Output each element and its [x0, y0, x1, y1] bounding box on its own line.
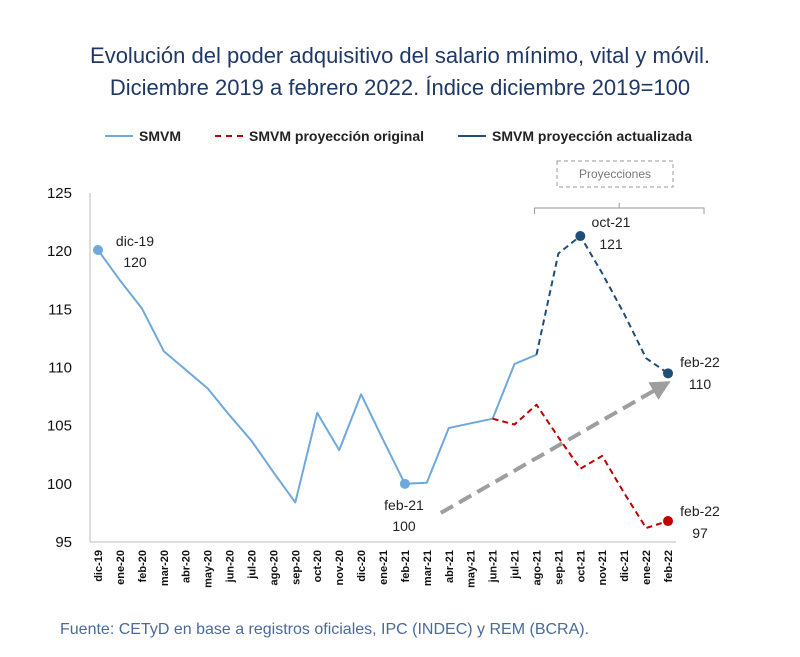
y-tick-label: 125	[47, 185, 72, 202]
point-dic-19	[93, 245, 103, 256]
data-label-value: 120	[123, 254, 147, 270]
point-feb-21	[399, 478, 410, 489]
x-tick-label: ago-20	[268, 550, 280, 585]
x-tick-label: may-21	[466, 550, 478, 588]
x-tick-label: dic-20	[356, 550, 368, 582]
legend-swatch-updated	[458, 135, 487, 137]
x-tick-label: nov-20	[334, 550, 346, 585]
y-tick-label: 120	[47, 243, 72, 260]
x-tick-label: abr-20	[181, 550, 193, 583]
chart-title: Evolución del poder adquisitivo del sala…	[90, 43, 710, 68]
x-tick-label: feb-22	[663, 550, 675, 582]
data-label-value: 100	[392, 518, 416, 534]
legend-item-updated: SMVM proyección actualizada	[458, 128, 692, 144]
data-label-value: 97	[692, 525, 708, 541]
x-tick-label: jul-21	[510, 550, 522, 580]
data-label-date: feb-22	[680, 354, 720, 370]
x-tick-label: dic-21	[619, 550, 631, 582]
x-tick-label: mar-21	[422, 550, 434, 586]
x-tick-label: mar-20	[159, 550, 171, 586]
x-tick-label: oct-20	[312, 550, 324, 582]
legend-swatch-smvm	[105, 135, 133, 137]
x-tick-label: sep-20	[290, 550, 302, 585]
x-tick-label: ago-21	[531, 550, 543, 585]
point-oct-21	[575, 231, 586, 242]
data-label-value: 121	[599, 236, 623, 252]
data-label-date: dic-19	[116, 233, 154, 249]
projection-box-label: Proyecciones	[579, 167, 651, 181]
data-label-date: feb-21	[384, 497, 424, 513]
x-tick-label: feb-20	[137, 550, 149, 582]
legend-item-smvm: SMVM	[105, 128, 181, 144]
data-label-date: feb-22	[680, 503, 720, 519]
trend-arrow	[439, 381, 671, 515]
x-tick-label: dic-19	[93, 550, 105, 582]
series-smvm-line	[97, 249, 537, 504]
legend-label-smvm: SMVM	[139, 128, 181, 144]
data-label-value: 110	[689, 376, 712, 392]
series-original-line	[492, 403, 669, 529]
point-feb-22-updated	[663, 368, 673, 379]
x-tick-label: may-20	[203, 550, 215, 588]
x-tick-label: oct-21	[575, 550, 587, 582]
series-updated-line	[535, 235, 669, 375]
y-tick-label: 115	[48, 301, 72, 318]
data-label-date: oct-21	[592, 214, 631, 230]
x-tick-label: jun-21	[488, 550, 500, 583]
x-tick-label: jun-20	[225, 550, 237, 583]
x-tick-label: abr-21	[444, 550, 456, 583]
y-tick-label: 105	[47, 418, 72, 435]
x-tick-label: sep-21	[553, 550, 565, 585]
y-tick-label: 95	[55, 534, 72, 551]
x-tick-label: ene-21	[378, 550, 390, 585]
y-tick-label: 100	[47, 476, 72, 493]
projection-box	[556, 160, 674, 188]
legend-item-original: SMVM proyección original	[215, 128, 424, 144]
legend-label-updated: SMVM proyección actualizada	[492, 128, 692, 144]
x-tick-label: ene-22	[641, 550, 653, 585]
y-tick-label: 110	[48, 360, 72, 377]
x-tick-label: ene-20	[115, 550, 127, 585]
x-tick-label: jul-20	[246, 550, 258, 580]
x-tick-label: nov-21	[597, 550, 609, 585]
source-note: Fuente: CETyD en base a registros oficia…	[60, 621, 590, 638]
x-tick-label: feb-21	[400, 550, 412, 582]
legend-label-original: SMVM proyección original	[249, 128, 425, 144]
point-feb-22-original	[663, 516, 673, 527]
chart-subtitle: Diciembre 2019 a febrero 2022. Índice di…	[109, 75, 691, 100]
legend-swatch-original	[215, 135, 243, 137]
legend: SMVM SMVM proyección original SMVM proye…	[105, 126, 726, 146]
